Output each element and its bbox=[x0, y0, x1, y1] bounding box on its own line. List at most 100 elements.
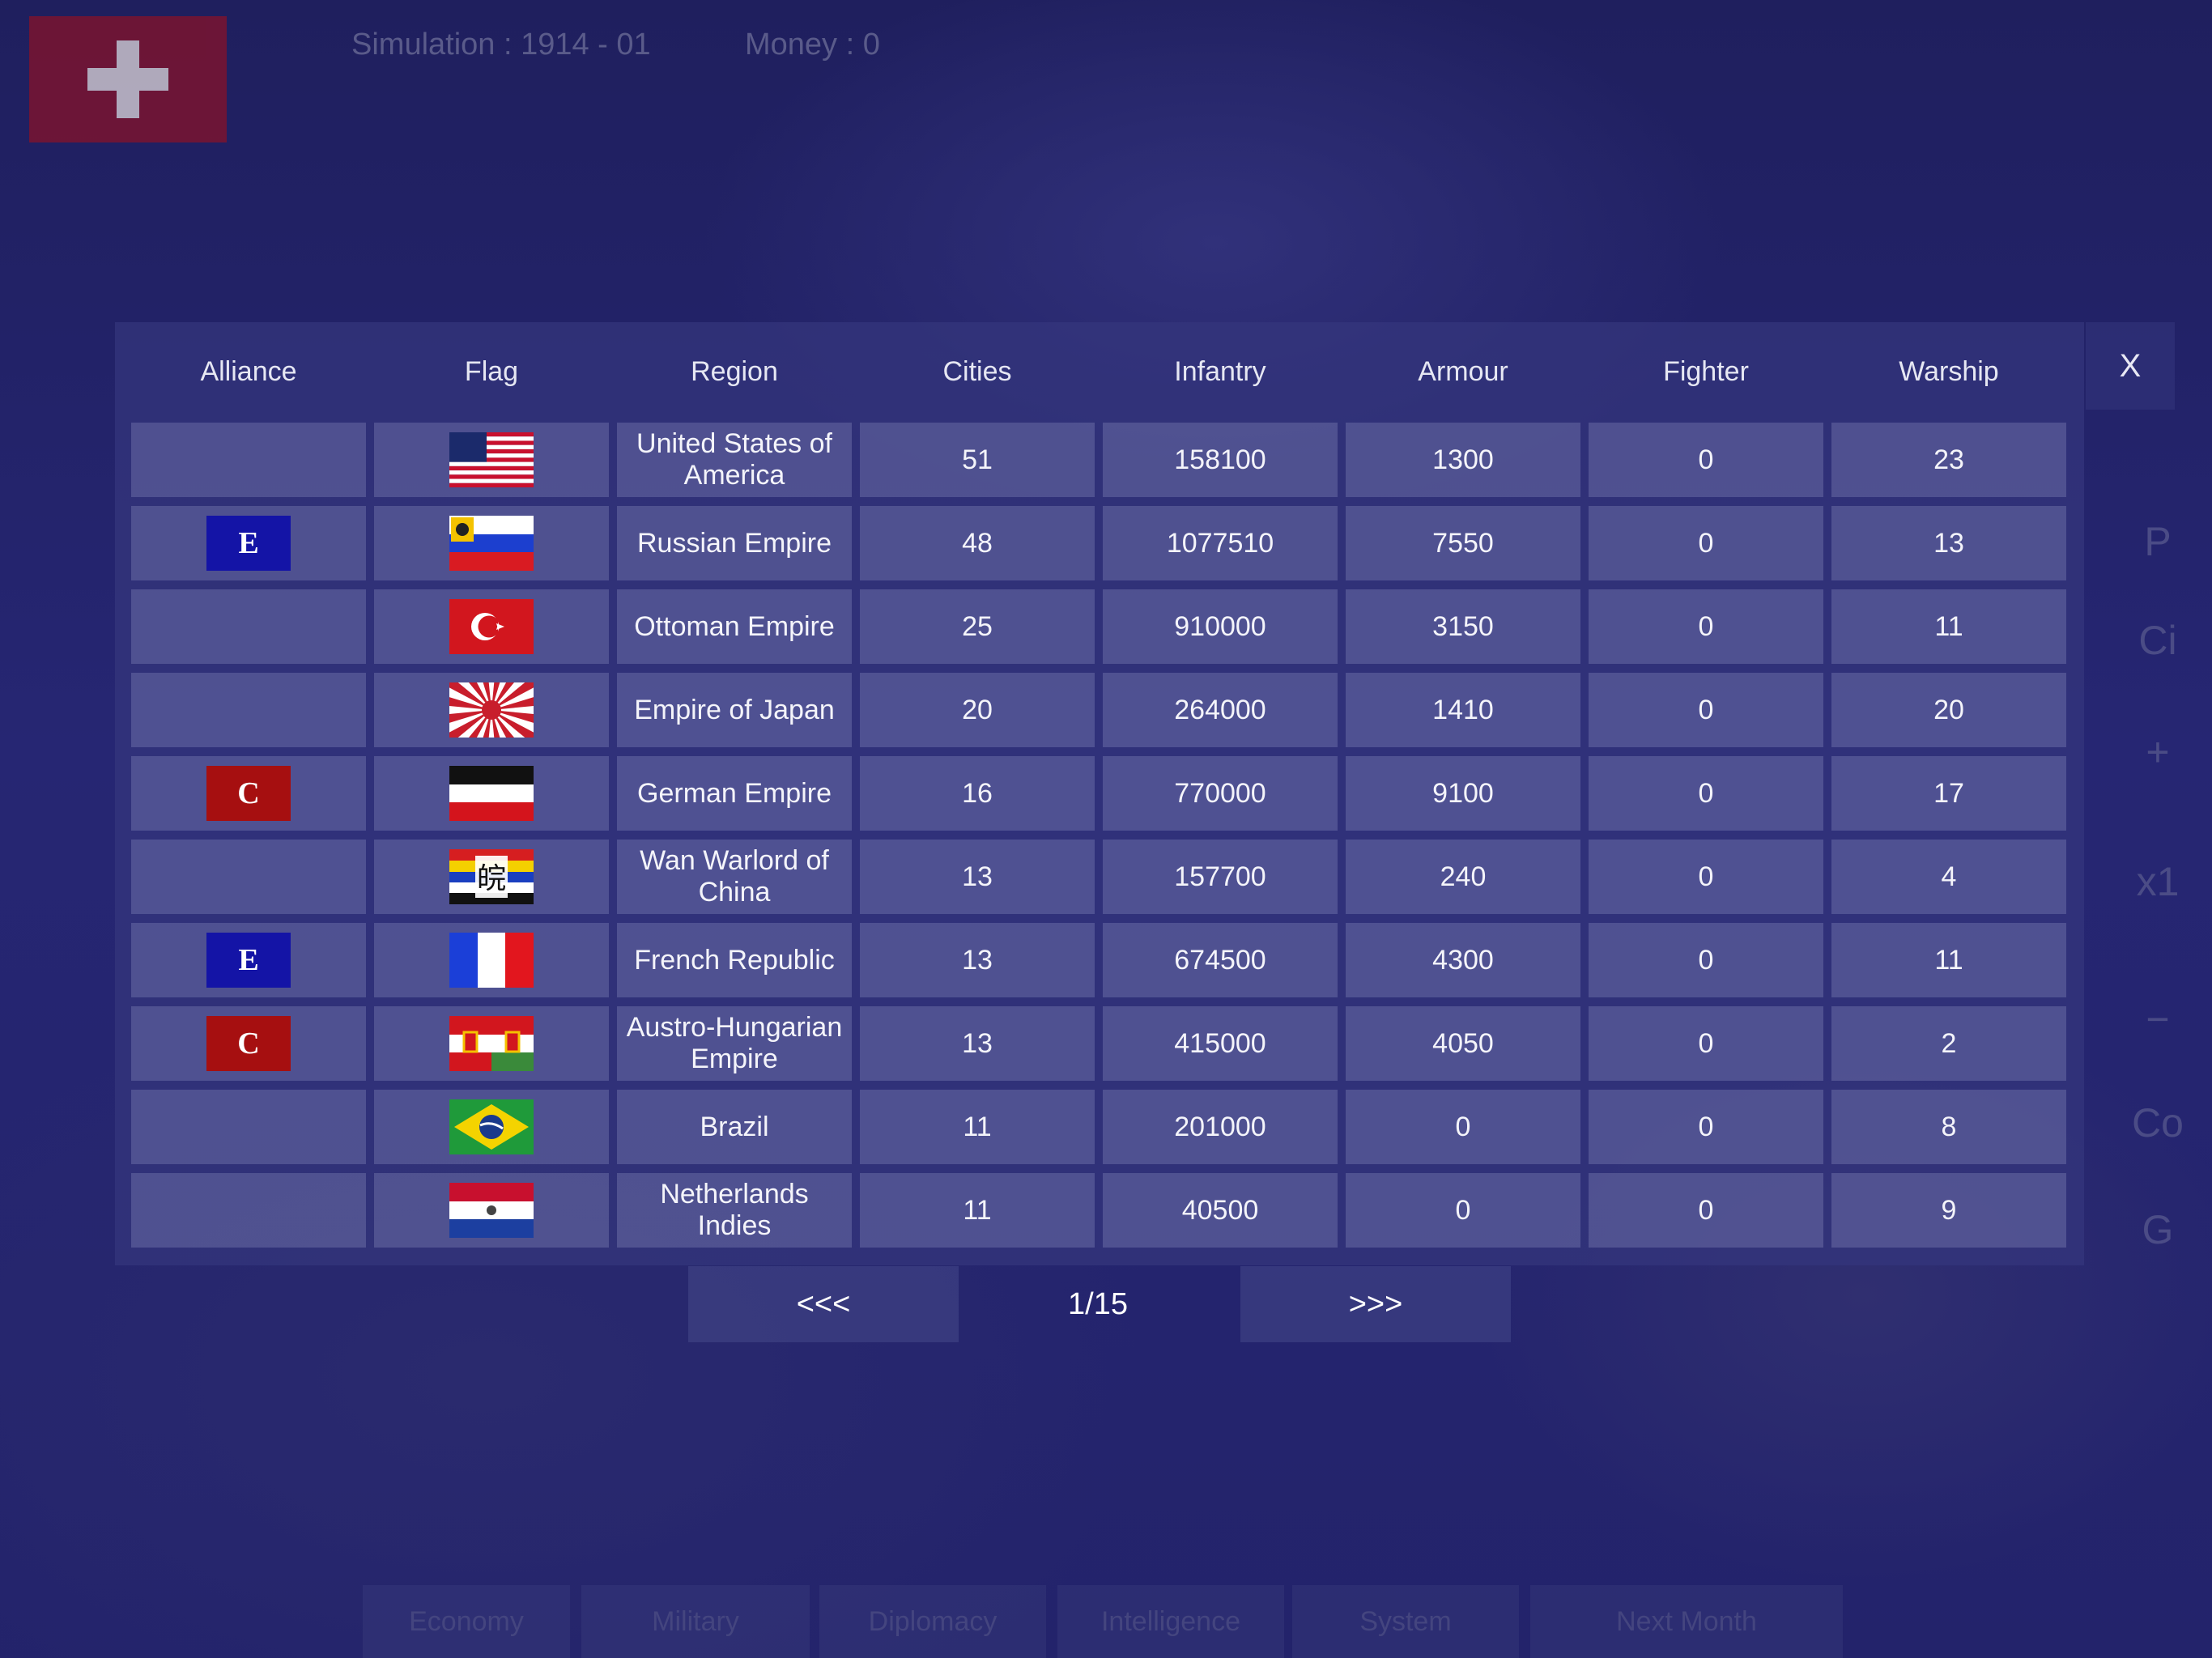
cell-flag[interactable] bbox=[374, 1006, 609, 1081]
fighter-value: 0 bbox=[1698, 944, 1714, 976]
cell-armour: 0 bbox=[1346, 1173, 1580, 1248]
cell-region[interactable]: Brazil bbox=[617, 1090, 852, 1164]
page-indicator: 1/15 bbox=[1068, 1286, 1128, 1321]
cell-region[interactable]: Wan Warlord of China bbox=[617, 840, 852, 914]
cell-region[interactable]: Empire of Japan bbox=[617, 673, 852, 747]
cell-armour: 4300 bbox=[1346, 923, 1580, 997]
infantry-value: 910000 bbox=[1174, 610, 1266, 642]
tab-next-month[interactable]: Next Month bbox=[1530, 1585, 1843, 1658]
armour-value: 1410 bbox=[1432, 694, 1494, 725]
cell-infantry: 264000 bbox=[1103, 673, 1338, 747]
armour-value: 0 bbox=[1455, 1194, 1471, 1226]
header-region: Region bbox=[691, 356, 778, 387]
cell-region[interactable]: Russian Empire bbox=[617, 506, 852, 580]
fighter-value: 0 bbox=[1698, 861, 1714, 892]
cell-cities: 48 bbox=[860, 506, 1095, 580]
cell-warship: 20 bbox=[1831, 673, 2066, 747]
cities-value: 11 bbox=[963, 1194, 992, 1226]
close-button[interactable]: X bbox=[2086, 322, 2175, 410]
cell-fighter: 0 bbox=[1589, 1090, 1823, 1164]
cell-cities: 16 bbox=[860, 756, 1095, 831]
armour-value: 3150 bbox=[1432, 610, 1494, 642]
cities-value: 11 bbox=[963, 1111, 992, 1142]
cell-flag[interactable] bbox=[374, 756, 609, 831]
japan-flag-icon bbox=[449, 682, 534, 738]
cell-region[interactable]: United States of America bbox=[617, 423, 852, 497]
armour-value: 0 bbox=[1455, 1111, 1471, 1142]
cell-fighter: 0 bbox=[1589, 923, 1823, 997]
cell-warship: 13 bbox=[1831, 506, 2066, 580]
fighter-value: 0 bbox=[1698, 527, 1714, 559]
side-button[interactable]: P bbox=[2144, 519, 2172, 564]
infantry-value: 264000 bbox=[1174, 694, 1266, 725]
infantry-value: 157700 bbox=[1174, 861, 1266, 892]
cell-armour: 0 bbox=[1346, 1090, 1580, 1164]
side-button[interactable]: + bbox=[2146, 729, 2170, 775]
cell-flag[interactable] bbox=[374, 923, 609, 997]
cell-warship: 17 bbox=[1831, 756, 2066, 831]
cell-cities: 25 bbox=[860, 589, 1095, 664]
cell-flag[interactable] bbox=[374, 589, 609, 664]
cell-region[interactable]: Netherlands Indies bbox=[617, 1173, 852, 1248]
cell-flag[interactable] bbox=[374, 423, 609, 497]
cell-alliance bbox=[131, 589, 366, 664]
brazil-flag-icon bbox=[449, 1099, 534, 1154]
tab-diplomacy[interactable]: Diplomacy bbox=[819, 1585, 1046, 1658]
ottoman-flag-icon bbox=[449, 599, 534, 654]
infantry-value: 770000 bbox=[1174, 777, 1266, 809]
fighter-value: 0 bbox=[1698, 1111, 1714, 1142]
region-value: Wan Warlord of China bbox=[640, 845, 829, 908]
cell-flag[interactable] bbox=[374, 1173, 609, 1248]
tab-military[interactable]: Military bbox=[581, 1585, 810, 1658]
side-button[interactable]: G bbox=[2142, 1207, 2174, 1252]
fighter-value: 0 bbox=[1698, 1194, 1714, 1226]
cell-alliance: E bbox=[131, 923, 366, 997]
cell-region[interactable]: French Republic bbox=[617, 923, 852, 997]
region-value: Ottoman Empire bbox=[634, 610, 835, 642]
cell-armour: 7550 bbox=[1346, 506, 1580, 580]
player-flag-icon[interactable] bbox=[29, 16, 227, 142]
russia-flag-icon bbox=[449, 516, 534, 571]
side-button[interactable]: Ci bbox=[2138, 618, 2177, 663]
side-button[interactable]: Co bbox=[2132, 1100, 2184, 1146]
next-page-button[interactable]: >>> bbox=[1240, 1266, 1511, 1342]
cell-cities: 11 bbox=[860, 1090, 1095, 1164]
tab-economy[interactable]: Economy bbox=[363, 1585, 570, 1658]
side-button[interactable]: − bbox=[2146, 997, 2170, 1042]
cell-fighter: 0 bbox=[1589, 840, 1823, 914]
warship-value: 17 bbox=[1933, 777, 1964, 809]
warship-value: 8 bbox=[1941, 1111, 1957, 1142]
cell-region[interactable]: Austro-Hungarian Empire bbox=[617, 1006, 852, 1081]
alliance-badge: C bbox=[206, 1016, 291, 1071]
region-value: German Empire bbox=[637, 777, 832, 809]
german-empire-flag-icon bbox=[449, 766, 534, 821]
infantry-value: 415000 bbox=[1174, 1027, 1266, 1059]
cell-flag[interactable] bbox=[374, 506, 609, 580]
cell-alliance bbox=[131, 1173, 366, 1248]
infantry-value: 158100 bbox=[1174, 444, 1266, 475]
region-value: French Republic bbox=[634, 944, 835, 976]
cities-value: 20 bbox=[962, 694, 993, 725]
cities-value: 13 bbox=[962, 944, 993, 976]
armour-value: 9100 bbox=[1432, 777, 1494, 809]
region-value: Austro-Hungarian Empire bbox=[626, 1012, 843, 1074]
money-display: Money : 0 bbox=[745, 28, 880, 62]
austria-hungary-flag-icon bbox=[449, 1016, 534, 1071]
cell-infantry: 674500 bbox=[1103, 923, 1338, 997]
cell-infantry: 40500 bbox=[1103, 1173, 1338, 1248]
tab-intelligence[interactable]: Intelligence bbox=[1057, 1585, 1284, 1658]
cell-alliance bbox=[131, 840, 366, 914]
cell-flag[interactable] bbox=[374, 1090, 609, 1164]
cell-cities: 13 bbox=[860, 1006, 1095, 1081]
cell-region[interactable]: German Empire bbox=[617, 756, 852, 831]
side-button[interactable]: x1 bbox=[2136, 859, 2180, 904]
warship-value: 11 bbox=[1934, 944, 1963, 976]
cell-region[interactable]: Ottoman Empire bbox=[617, 589, 852, 664]
prev-page-button[interactable]: <<< bbox=[688, 1266, 959, 1342]
cell-fighter: 0 bbox=[1589, 673, 1823, 747]
cell-flag[interactable] bbox=[374, 673, 609, 747]
cities-value: 13 bbox=[962, 1027, 993, 1059]
tab-system[interactable]: System bbox=[1292, 1585, 1519, 1658]
cell-alliance: C bbox=[131, 756, 366, 831]
cell-flag[interactable]: 皖 bbox=[374, 840, 609, 914]
